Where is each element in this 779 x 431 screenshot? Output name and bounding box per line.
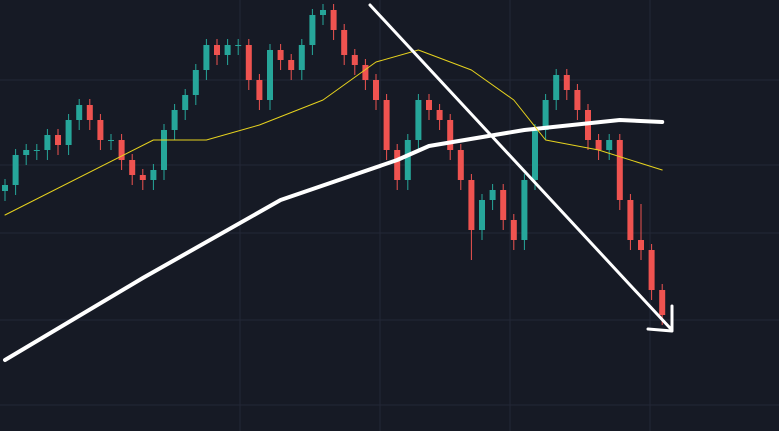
- candle-body: [404, 140, 411, 180]
- candle-body: [267, 50, 273, 100]
- candle-body: [447, 120, 454, 150]
- candle-body: [118, 140, 125, 160]
- arrow-head: [646, 304, 674, 333]
- candle-body: [76, 105, 83, 120]
- candle-body: [320, 10, 326, 15]
- candle-body: [616, 140, 623, 200]
- candle-body: [457, 150, 464, 180]
- candle-body: [553, 75, 560, 100]
- candle-body: [510, 220, 517, 240]
- candle-body: [65, 120, 72, 145]
- candle-body: [563, 75, 570, 90]
- candle-body: [256, 80, 263, 100]
- candle-body: [12, 155, 19, 185]
- candle-body: [542, 100, 549, 130]
- trend-drawing: [368, 3, 674, 333]
- candle-body: [373, 80, 379, 100]
- candle-body: [182, 95, 189, 110]
- candle-body: [277, 50, 284, 60]
- candle-body: [23, 150, 30, 155]
- candle-body: [150, 170, 157, 180]
- candle-body: [648, 250, 655, 290]
- candle-body: [44, 135, 51, 150]
- candle-body: [330, 10, 337, 30]
- candle-body: [659, 290, 666, 315]
- candle-body: [288, 60, 295, 70]
- candle-body: [383, 100, 390, 150]
- candle-body: [595, 140, 602, 150]
- candle-body: [489, 190, 496, 200]
- candle-body: [224, 45, 231, 55]
- moving-average: [3, 118, 665, 362]
- candle-body: [574, 90, 581, 110]
- plot: [2, 4, 666, 362]
- candle-body: [235, 45, 242, 46]
- candle-body: [161, 130, 167, 170]
- candle-body: [309, 15, 316, 45]
- candle-body: [129, 160, 136, 175]
- candle-body: [468, 180, 475, 230]
- candle-body: [394, 150, 401, 180]
- candle-body: [362, 65, 369, 80]
- candle-body: [214, 45, 220, 55]
- candle-body: [86, 105, 93, 120]
- candle-body: [627, 200, 634, 240]
- candle-body: [203, 45, 210, 70]
- candle-body: [415, 100, 422, 140]
- candle-body: [532, 130, 538, 180]
- trend-line: [368, 3, 672, 330]
- candle-body: [2, 185, 8, 191]
- candle-body: [97, 120, 104, 140]
- candle-body: [55, 135, 61, 145]
- candle-body: [426, 100, 432, 110]
- candle-body: [479, 200, 485, 230]
- candle-body: [351, 55, 358, 65]
- candle-body: [171, 110, 178, 130]
- candle-body: [521, 180, 528, 240]
- candle-body: [245, 45, 252, 80]
- candle-body: [298, 45, 305, 70]
- candle-body: [341, 30, 348, 55]
- candle-body: [108, 140, 114, 141]
- candle-body: [139, 175, 146, 180]
- moving-average: [4, 49, 663, 216]
- candle-body: [638, 240, 644, 250]
- candle-body: [436, 110, 443, 120]
- candle-body: [33, 150, 40, 151]
- candle-body: [500, 190, 507, 220]
- candle-body: [192, 70, 199, 95]
- candle-body: [606, 140, 613, 150]
